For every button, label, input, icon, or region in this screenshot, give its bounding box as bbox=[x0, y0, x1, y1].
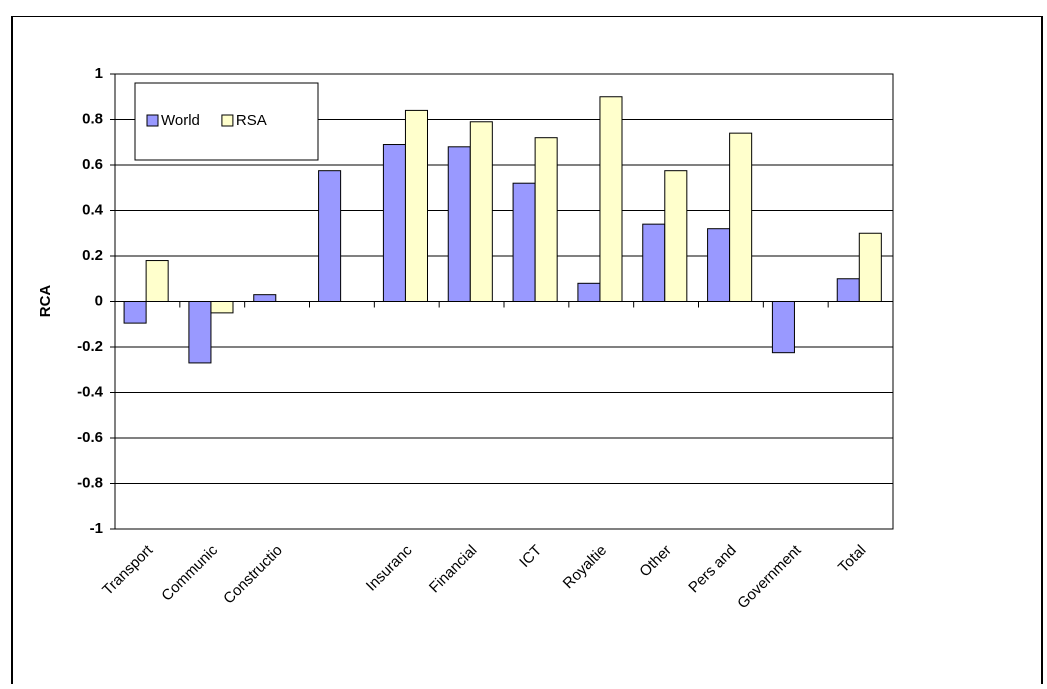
y-tick-label: -1 bbox=[90, 520, 103, 537]
bar bbox=[729, 132, 753, 302]
bar bbox=[577, 282, 601, 302]
y-tick-label: -0.8 bbox=[77, 474, 103, 491]
y-axis-label: RCA bbox=[37, 285, 54, 318]
y-tick-label: 0.6 bbox=[82, 156, 103, 173]
y-tick-label: 0 bbox=[95, 292, 103, 309]
bar bbox=[210, 301, 234, 314]
bar bbox=[188, 301, 212, 364]
bar bbox=[382, 144, 406, 302]
legend-swatch bbox=[146, 114, 159, 127]
bar bbox=[836, 278, 860, 302]
bar bbox=[512, 182, 536, 302]
bar bbox=[771, 301, 795, 354]
y-tick-label: 0.2 bbox=[82, 247, 103, 264]
bar bbox=[253, 294, 277, 302]
y-tick-label: -0.6 bbox=[77, 429, 103, 446]
y-tick-label: 0.8 bbox=[82, 110, 103, 127]
bar bbox=[858, 232, 882, 302]
bar bbox=[469, 121, 493, 303]
bar bbox=[145, 260, 169, 302]
bar bbox=[318, 170, 342, 302]
bar bbox=[664, 170, 688, 302]
bar bbox=[447, 146, 471, 302]
legend-label: World bbox=[161, 112, 200, 129]
bar bbox=[642, 223, 666, 302]
bar bbox=[404, 109, 428, 303]
y-tick-label: -0.2 bbox=[77, 338, 103, 355]
bar bbox=[707, 228, 731, 302]
bar bbox=[534, 137, 558, 302]
bar bbox=[123, 301, 147, 324]
bar bbox=[599, 96, 623, 302]
y-tick-label: 0.4 bbox=[82, 201, 104, 218]
y-tick-label: -0.4 bbox=[77, 383, 104, 400]
legend-label: RSA bbox=[236, 112, 267, 129]
top-strip bbox=[0, 0, 1047, 16]
legend-swatch bbox=[221, 114, 234, 127]
y-tick-label: 1 bbox=[95, 65, 103, 82]
